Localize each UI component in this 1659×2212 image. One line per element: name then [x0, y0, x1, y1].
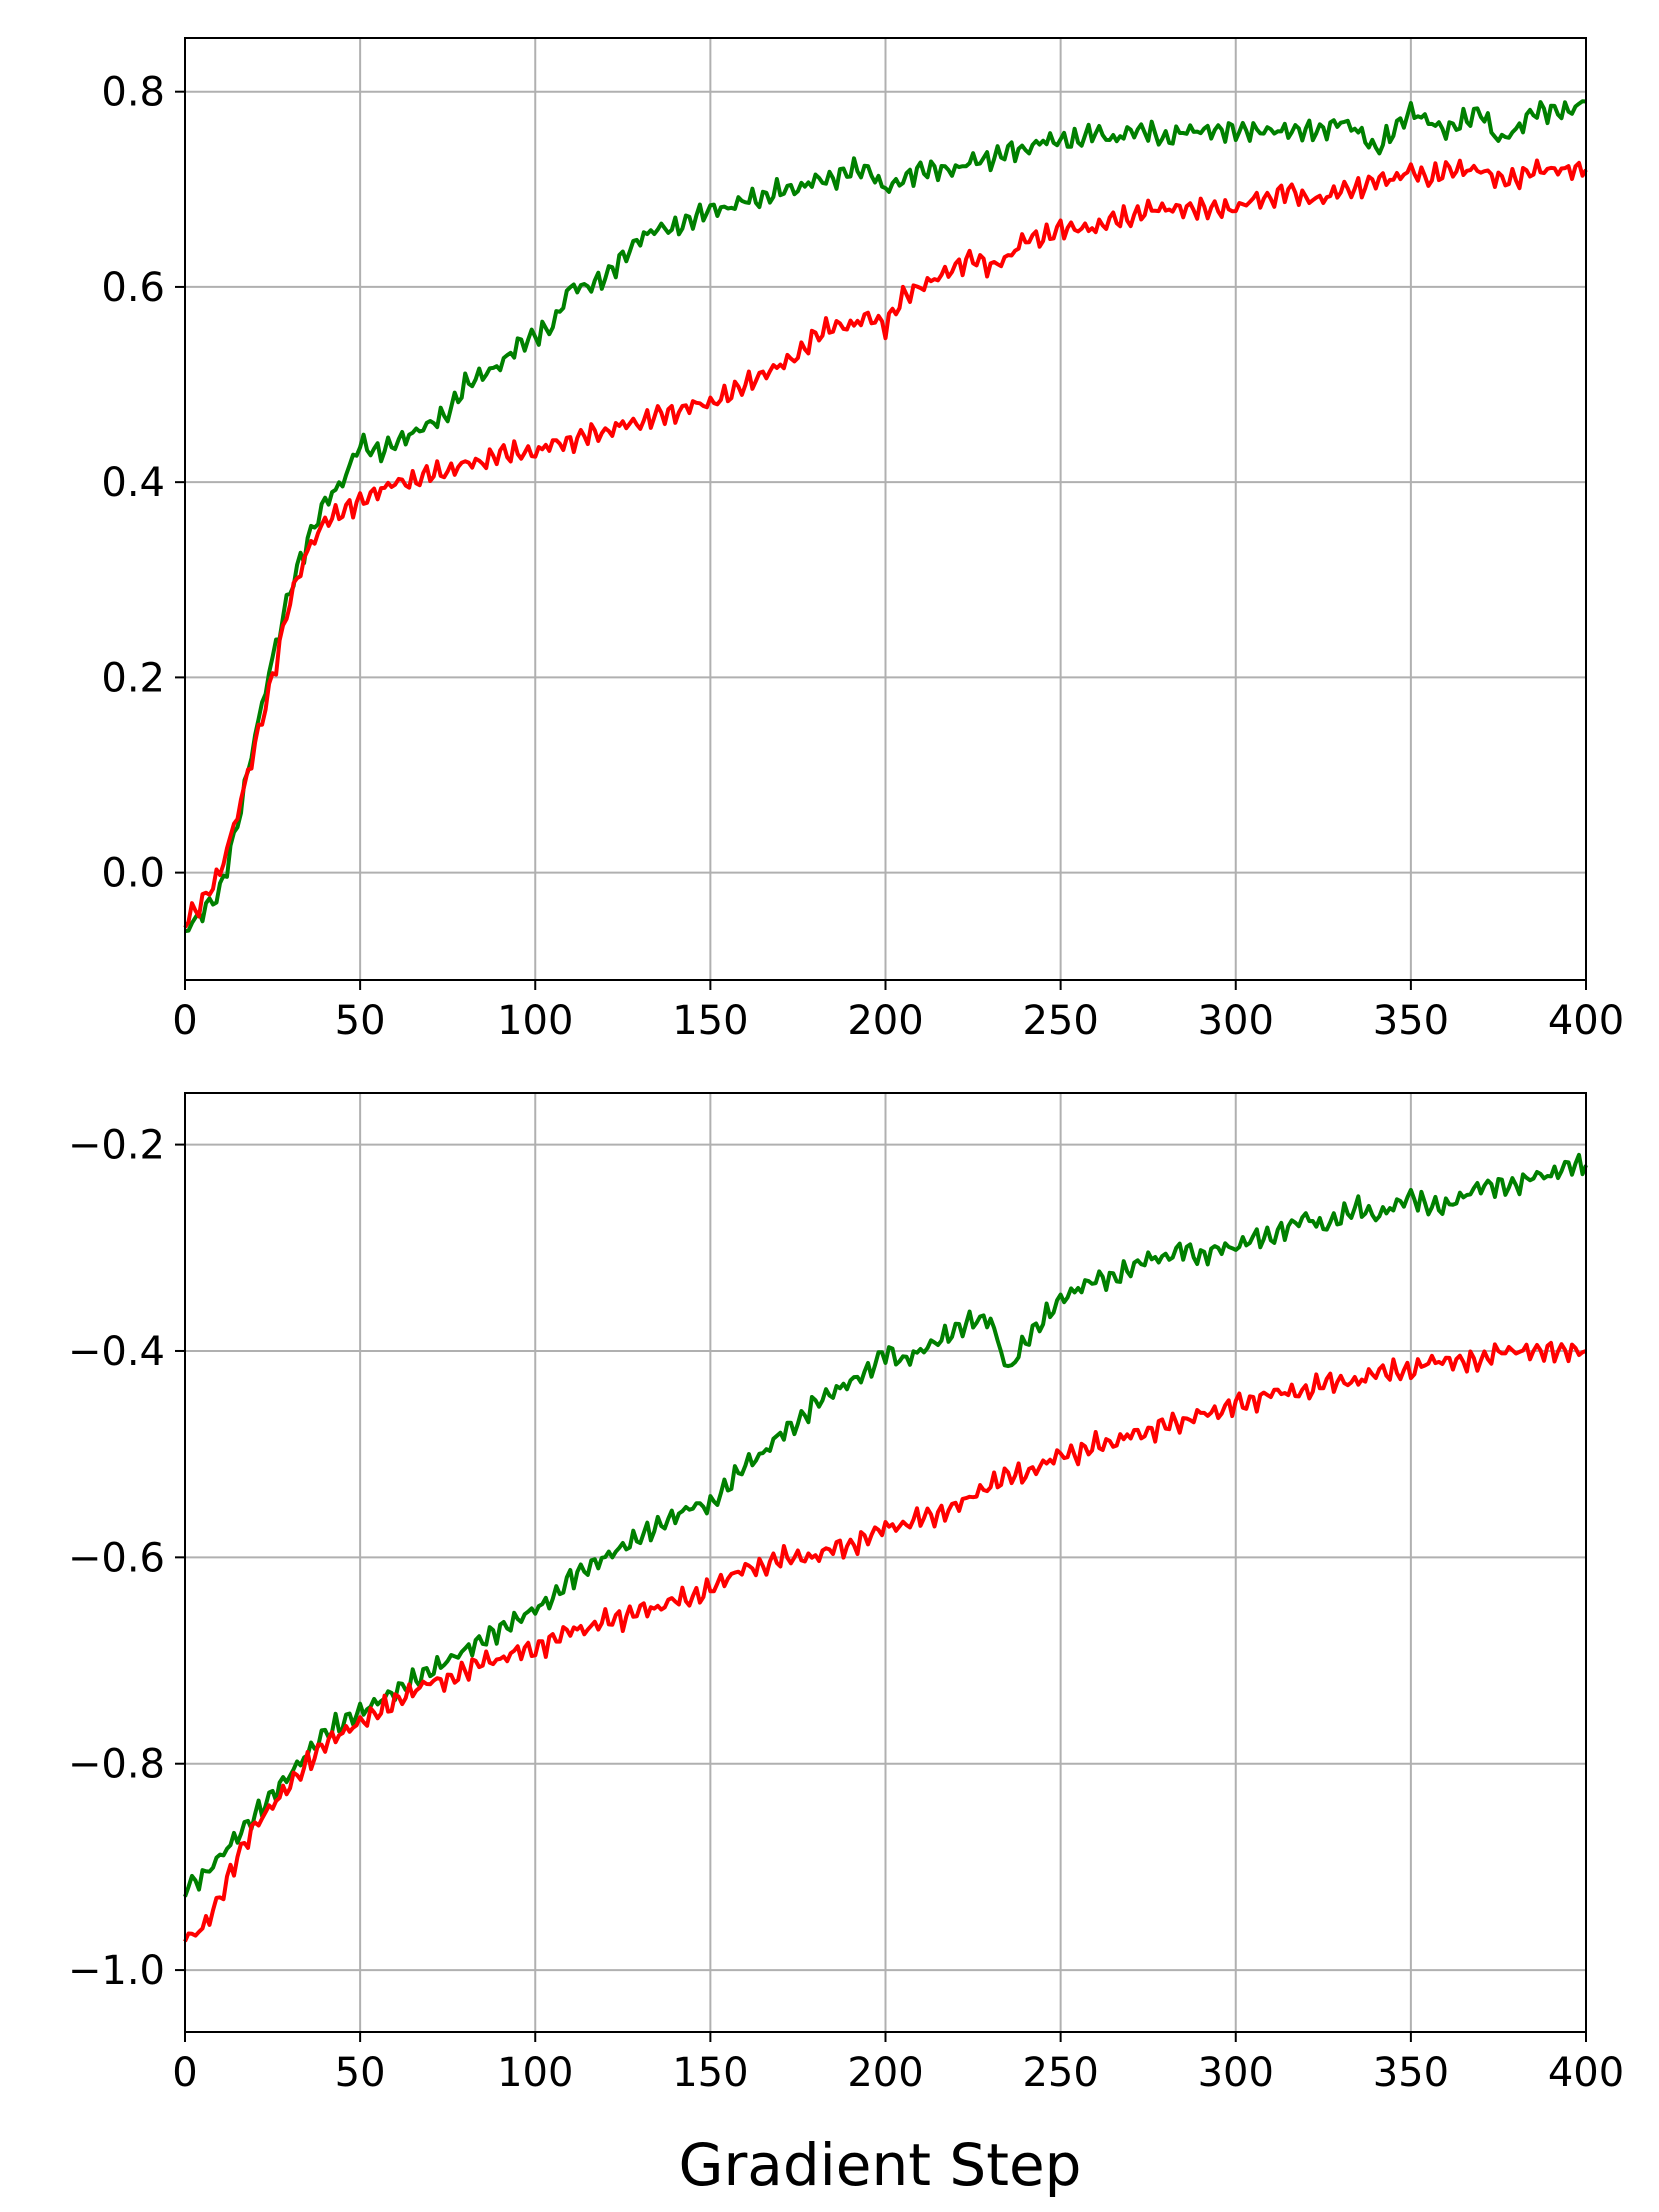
grid: [184, 1093, 1587, 2032]
x-tick-label: 200: [847, 998, 923, 1044]
x-tick-label: 300: [1198, 998, 1274, 1044]
y-tick-label: −1.0: [68, 1948, 165, 1994]
x-axis-title: Gradient Step: [679, 2131, 1082, 2199]
x-tick-label: 0: [172, 2050, 197, 2096]
x-tick-label: 250: [1022, 998, 1098, 1044]
x-tick-label: 50: [335, 998, 386, 1044]
y-tick-label: −0.8: [68, 1742, 165, 1788]
x-tick-label: 50: [335, 2050, 386, 2096]
x-tick-label: 200: [847, 2050, 923, 2096]
x-tick-label: 150: [672, 2050, 748, 2096]
y-tick-label: 0.8: [101, 70, 165, 116]
x-tick-label: 400: [1548, 2050, 1624, 2096]
x-tick-label: 250: [1022, 2050, 1098, 2096]
y-tick-label: 0.2: [101, 655, 165, 701]
x-tick-label: 100: [497, 2050, 573, 2096]
y-tick-label: 0.0: [101, 851, 165, 897]
series-line-red: [183, 158, 1588, 929]
x-tick-label: 0: [172, 998, 197, 1044]
series-line-green: [183, 1152, 1588, 1898]
bottom-panel: 0 50 100 150 200 250 300 350 400 −1.0 −0.8 −0.6 −0.4…: [68, 1092, 1624, 2096]
x-tick-label: 100: [497, 998, 573, 1044]
x-tick-label: 300: [1198, 2050, 1274, 2096]
plot-frame: [184, 1092, 1587, 2033]
y-tick-label: −0.4: [68, 1329, 165, 1375]
y-tick-label: 0.4: [101, 460, 165, 506]
x-tick-label: 350: [1373, 2050, 1449, 2096]
x-tick-label: 150: [672, 998, 748, 1044]
x-tick-label: 350: [1373, 998, 1449, 1044]
x-tick-label: 400: [1548, 998, 1624, 1044]
plot-frame: [184, 37, 1587, 981]
series-line-red: [183, 1340, 1587, 1943]
top-panel: 0 50 100 150 200 250 300 350 400 0.0 0.2 0.4 0.6 0.8: [101, 37, 1624, 1044]
grid: [184, 38, 1587, 980]
y-tick-label: −0.2: [68, 1123, 165, 1169]
y-tick-label: −0.6: [68, 1535, 165, 1581]
y-tick-label: 0.6: [101, 265, 165, 311]
series-line-green: [184, 99, 1587, 934]
